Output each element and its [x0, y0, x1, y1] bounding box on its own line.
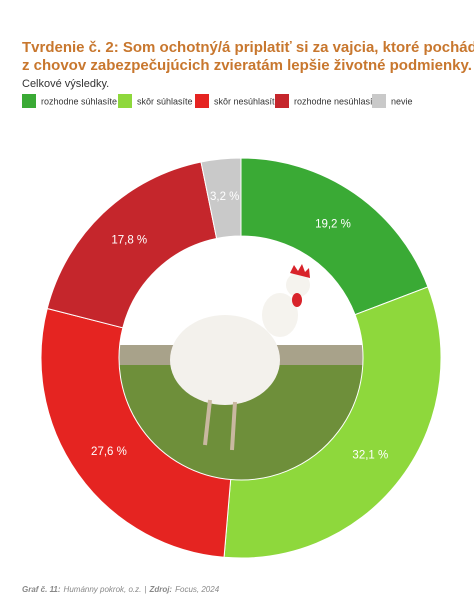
donut-segment: [200, 157, 242, 240]
footnote-part: Graf č. 11:: [22, 585, 61, 594]
legend-label: skôr nesúhlasíte: [214, 96, 280, 106]
legend-swatch: [22, 94, 36, 108]
legend-swatch: [195, 94, 209, 108]
data-label: 32,1 %: [352, 450, 388, 462]
legend-swatch: [372, 94, 386, 108]
footnote: Graf č. 11: Humánny pokrok, o.z. | Zdroj: Fo…: [22, 585, 220, 594]
legend-label: skôr súhlasíte: [137, 96, 193, 106]
legend-label: rozhodne súhlasíte: [41, 96, 117, 106]
donut-segment: [223, 286, 442, 559]
subtitle: Celkové výsledky.: [22, 78, 109, 90]
photo: [119, 236, 363, 480]
legend-label: nevie: [391, 96, 413, 106]
data-label: 3,2 %: [210, 191, 239, 203]
footnote-part: |: [144, 585, 146, 594]
footnote-part: Focus, 2024: [175, 585, 220, 594]
legend-label: rozhodne nesúhlasíte: [294, 96, 380, 106]
data-label: 27,6 %: [91, 446, 127, 458]
chart-title: z chovov zabezpečujúcich zvieratám lepši…: [22, 57, 472, 74]
donut-segment: [40, 307, 232, 558]
footnote-part: Humánny pokrok, o.z.: [64, 585, 142, 594]
data-label: 19,2 %: [315, 219, 351, 231]
chart-title: Tvrdenie č. 2: Som ochotný/á priplatiť s…: [22, 39, 474, 56]
footnote-part: Zdroj:: [148, 585, 172, 594]
legend-swatch: [118, 94, 132, 108]
legend-swatch: [275, 94, 289, 108]
data-label: 17,8 %: [111, 235, 147, 247]
